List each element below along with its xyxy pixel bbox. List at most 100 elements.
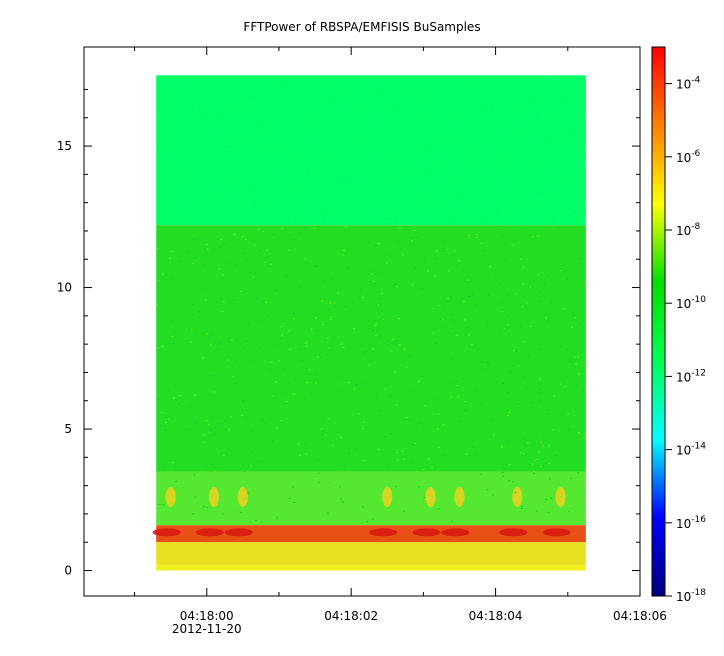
noise-pixel [376,82,379,84]
noise-pixel [395,404,398,406]
noise-pixel [337,376,340,378]
noise-pixel [449,220,452,222]
noise-pixel [524,206,527,208]
colorbar-tick-label: 10-4 [676,76,701,92]
noise-pixel [378,337,381,339]
noise-pixel [529,111,532,113]
noise-pixel [259,347,262,349]
noise-pixel [387,208,390,210]
noise-pixel [217,134,220,136]
noise-pixel [182,169,185,171]
noise-pixel [583,488,586,490]
noise-pixel [343,142,346,144]
noise-pixel [303,397,306,399]
noise-pixel [305,453,308,455]
noise-pixel [507,414,510,416]
noise-pixel [235,504,238,506]
noise-pixel [422,492,425,494]
noise-pixel [190,221,193,223]
x-tick-label: 04:18:04 [469,609,523,623]
noise-pixel [565,138,568,140]
noise-pixel [208,429,211,431]
noise-pixel [529,97,532,99]
noise-pixel [542,438,545,440]
noise-pixel [550,222,553,224]
noise-pixel [276,427,279,429]
noise-pixel [489,266,492,268]
noise-pixel [178,403,181,405]
noise-pixel [422,430,425,432]
noise-pixel [545,220,548,222]
noise-pixel [325,434,328,436]
noise-pixel [375,322,378,324]
noise-pixel [371,156,374,158]
noise-pixel [453,219,456,221]
noise-pixel [484,391,487,393]
noise-pixel [433,403,436,405]
noise-pixel [236,197,239,199]
noise-pixel [522,438,525,440]
noise-pixel [163,429,166,431]
noise-pixel [329,118,332,120]
noise-pixel [517,365,520,367]
noise-pixel [480,473,483,475]
noise-pixel [375,211,378,213]
noise-pixel [197,316,200,318]
noise-pixel [449,358,452,360]
noise-pixel [437,508,440,510]
noise-pixel [541,155,544,157]
noise-pixel [258,95,261,97]
noise-pixel [535,139,538,141]
noise-pixel [397,211,400,213]
noise-pixel [569,214,572,216]
noise-pixel [330,170,333,172]
noise-pixel [281,392,284,394]
noise-pixel [443,454,446,456]
noise-pixel [520,505,523,507]
noise-pixel [413,240,416,242]
noise-pixel [404,117,407,119]
noise-pixel [457,396,460,398]
noise-pixel [487,364,490,366]
noise-pixel [246,212,249,214]
noise-pixel [437,446,440,448]
noise-pixel [396,452,399,454]
noise-pixel [301,360,304,362]
noise-pixel [235,299,238,301]
noise-pixel [308,369,311,371]
noise-pixel [197,104,200,106]
noise-pixel [191,478,194,480]
noise-pixel [463,301,466,303]
noise-pixel [200,201,203,203]
noise-pixel [539,348,542,350]
noise-pixel [362,138,365,140]
noise-pixel [536,126,539,128]
noise-pixel [173,464,176,466]
noise-pixel [211,417,214,419]
noise-pixel [437,179,440,181]
noise-pixel [451,520,454,522]
noise-pixel [526,240,529,242]
noise-pixel [396,240,399,242]
noise-pixel [341,254,344,256]
noise-pixel [241,414,244,416]
noise-pixel [528,171,531,173]
noise-pixel [467,281,470,283]
noise-pixel [492,494,495,496]
noise-pixel [538,451,541,453]
burst-core [152,528,181,537]
noise-pixel [399,220,402,222]
noise-pixel [359,288,362,290]
noise-pixel [242,508,245,510]
noise-pixel [552,169,555,171]
noise-pixel [576,147,579,149]
noise-pixel [304,342,307,344]
noise-pixel [363,383,366,385]
noise-pixel [280,420,283,422]
noise-pixel [449,383,452,385]
noise-pixel [447,300,450,302]
noise-pixel [565,505,568,507]
noise-pixel [548,142,551,144]
colorbar: 10-4 10-6 10-8 10-10 10-12 10-14 10-16 10-18 [651,46,706,604]
noise-pixel [474,453,477,455]
